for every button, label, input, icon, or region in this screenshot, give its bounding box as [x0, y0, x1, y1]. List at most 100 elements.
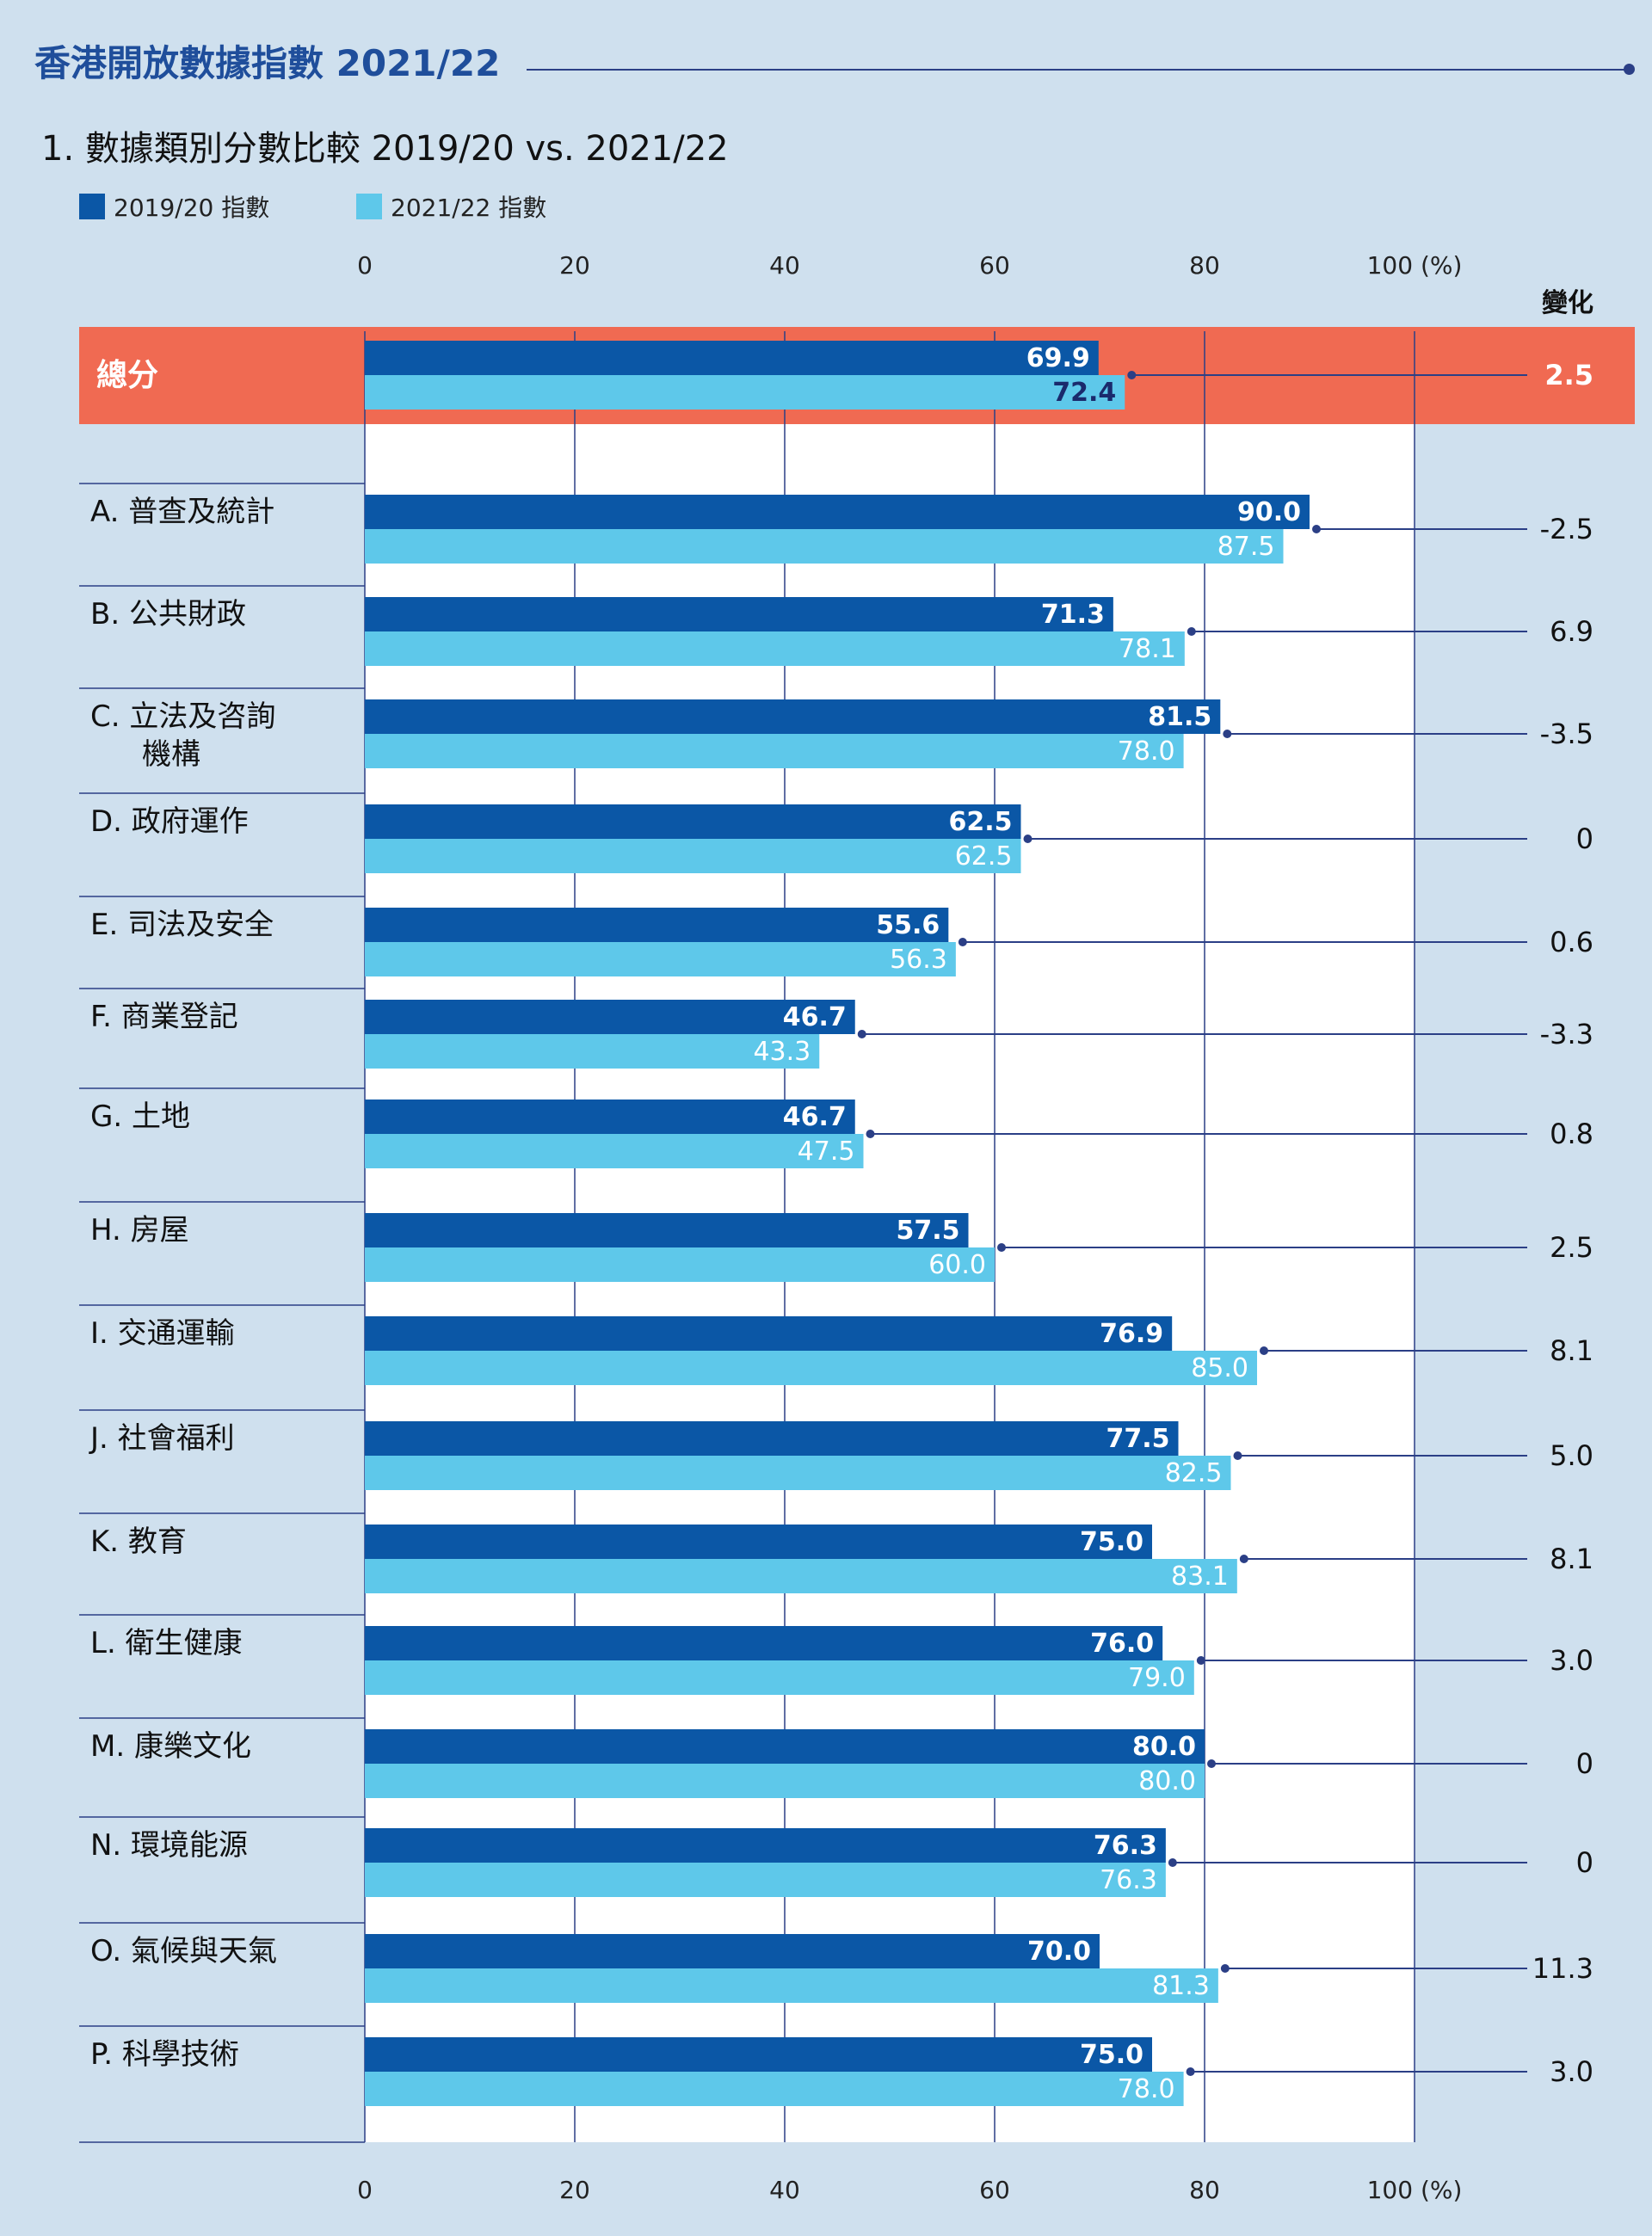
cat-13-value-2019: 76.3 [1094, 1831, 1157, 1861]
cat-1-bar-2021 [365, 631, 1185, 666]
cat-9-value-2019: 77.5 [1106, 1424, 1169, 1454]
category-label-4: E. 司法及安全 [90, 908, 274, 942]
x-tick-label-bottom-2: 40 [769, 2176, 800, 2204]
section-title: 1. 數據類別分數比較 2019/20 vs. 2021/22 [41, 129, 729, 169]
category-label-6: G. 土地 [90, 1100, 190, 1134]
category-label-9: J. 社會福利 [89, 1421, 235, 1456]
cat-7-value-2019: 57.5 [896, 1216, 959, 1246]
category-label-line2-2: 機構 [142, 737, 200, 772]
category-label-0: A. 普查及統計 [90, 495, 274, 529]
cat-8-change-value: 8.1 [1550, 1334, 1593, 1367]
cat-3-bar-2019 [365, 804, 1021, 839]
cat-15-bar-2019 [365, 2037, 1152, 2072]
cat-11-change-value: 3.0 [1550, 1644, 1593, 1677]
cat-11-value-2019: 76.0 [1090, 1629, 1154, 1659]
total-bar-2021 [365, 375, 1125, 410]
cat-8-bar-2019 [365, 1316, 1173, 1351]
total-bar-2019 [365, 341, 1099, 375]
cat-15-change-value: 3.0 [1550, 2055, 1593, 2088]
category-label-10: K. 教育 [90, 1525, 187, 1559]
cat-2-value-2021: 78.0 [1118, 736, 1175, 767]
x-tick-label-top-3: 60 [979, 251, 1010, 280]
cat-0-bar-2019 [365, 495, 1310, 529]
x-tick-label-top-0: 0 [357, 251, 373, 280]
x-tick-label-bottom-4: 80 [1189, 2176, 1220, 2204]
cat-8-bar-2021 [365, 1351, 1257, 1385]
cat-10-bar-2021 [365, 1559, 1237, 1593]
category-label-13: N. 環境能源 [90, 1828, 248, 1863]
cat-0-value-2019: 90.0 [1237, 497, 1301, 527]
x-tick-label-top-4: 80 [1189, 251, 1220, 280]
cat-4-value-2019: 55.6 [876, 910, 940, 940]
cat-9-bar-2019 [365, 1421, 1179, 1456]
cat-12-bar-2019 [365, 1729, 1205, 1764]
cat-3-value-2021: 62.5 [955, 841, 1013, 872]
cat-5-value-2019: 46.7 [783, 1002, 847, 1032]
cat-10-bar-2019 [365, 1525, 1152, 1559]
cat-1-value-2021: 78.1 [1119, 634, 1176, 664]
x-tick-label-top-2: 40 [769, 251, 800, 280]
legend-swatch-2019 [79, 194, 105, 219]
cat-15-bar-2021 [365, 2072, 1184, 2106]
category-label-11: L. 衛生健康 [90, 1626, 243, 1660]
x-tick-label-bottom-0: 0 [357, 2176, 373, 2204]
cat-15-value-2019: 75.0 [1080, 2040, 1143, 2070]
cat-12-value-2021: 80.0 [1138, 1766, 1196, 1796]
category-label-15: P. 科學技術 [90, 2037, 239, 2072]
cat-5-bar-2021 [365, 1034, 820, 1069]
cat-5-value-2021: 43.3 [753, 1037, 811, 1067]
cat-13-value-2021: 76.3 [1100, 1865, 1157, 1895]
page-title: 香港開放數據指數 2021/22 [34, 42, 501, 84]
cat-15-value-2021: 78.0 [1118, 2074, 1175, 2104]
cat-8-value-2021: 85.0 [1191, 1353, 1248, 1383]
cat-1-change-value: 6.9 [1550, 615, 1593, 648]
cat-14-change-value: 11.3 [1532, 1952, 1593, 1985]
header-dot [1624, 64, 1635, 75]
page-header: 香港開放數據指數 2021/22 [34, 34, 1635, 86]
cat-9-change-value: 5.0 [1550, 1439, 1593, 1472]
cat-2-bar-2021 [365, 734, 1184, 768]
change-column-header: 變化 [1542, 288, 1593, 318]
cat-11-value-2021: 79.0 [1128, 1663, 1186, 1693]
total-value-2021: 72.4 [1052, 378, 1116, 408]
cat-2-value-2019: 81.5 [1148, 702, 1211, 732]
legend-swatch-2021 [356, 194, 382, 219]
cat-7-bar-2021 [365, 1247, 995, 1282]
cat-5-change-value: -3.3 [1540, 1018, 1593, 1050]
legend-item-2021: 2021/22 指數 [356, 189, 546, 224]
cat-14-value-2019: 70.0 [1027, 1937, 1091, 1967]
cat-10-change-value: 8.1 [1550, 1543, 1593, 1575]
cat-7-change-value: 2.5 [1550, 1231, 1593, 1264]
legend-label-2019: 2019/20 指數 [114, 194, 270, 222]
x-tick-label-top-5: 100 (%) [1367, 251, 1463, 280]
cat-1-bar-2019 [365, 597, 1113, 631]
cat-12-bar-2021 [365, 1764, 1205, 1798]
cat-12-change-value: 0 [1576, 1747, 1593, 1780]
total-value-2019: 69.9 [1026, 343, 1090, 373]
category-label-2: C. 立法及咨詢 [90, 699, 275, 734]
cat-8-value-2019: 76.9 [1100, 1319, 1163, 1349]
cat-9-value-2021: 82.5 [1165, 1458, 1223, 1488]
category-label-12: M. 康樂文化 [90, 1729, 251, 1764]
category-label-7: H. 房屋 [90, 1213, 189, 1247]
x-tick-label-bottom-1: 20 [559, 2176, 590, 2204]
cat-2-change-value: -3.5 [1540, 718, 1593, 750]
cat-12-value-2019: 80.0 [1132, 1732, 1196, 1762]
cat-0-bar-2021 [365, 529, 1284, 564]
cat-4-change-value: 0.6 [1550, 926, 1593, 958]
cat-10-value-2021: 83.1 [1171, 1562, 1229, 1592]
x-tick-label-top-1: 20 [559, 251, 590, 280]
cat-11-bar-2021 [365, 1660, 1194, 1695]
category-label-5: F. 商業登記 [90, 1000, 238, 1034]
cat-13-change-value: 0 [1576, 1846, 1593, 1879]
cat-4-bar-2021 [365, 942, 956, 976]
cat-11-bar-2019 [365, 1626, 1163, 1660]
cat-3-value-2019: 62.5 [948, 807, 1012, 837]
cat-6-bar-2019 [365, 1100, 855, 1134]
cat-7-value-2021: 60.0 [928, 1250, 986, 1280]
cat-4-bar-2019 [365, 908, 949, 942]
x-tick-label-bottom-3: 60 [979, 2176, 1010, 2204]
cat-3-bar-2021 [365, 839, 1021, 873]
cat-7-bar-2019 [365, 1213, 969, 1247]
